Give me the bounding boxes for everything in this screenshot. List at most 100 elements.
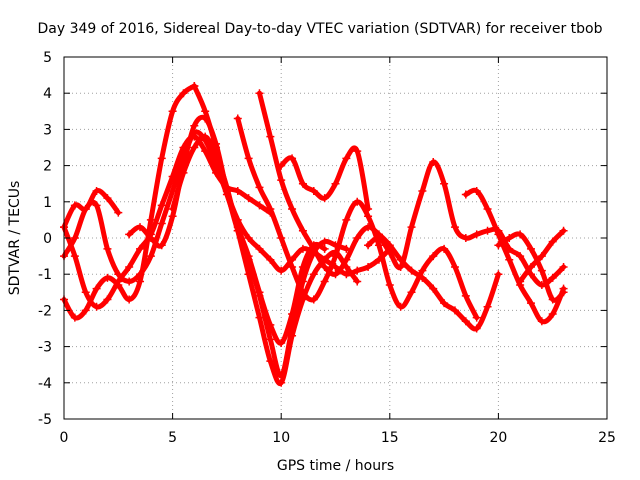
series-11: [364, 157, 568, 290]
data-point: [81, 205, 90, 214]
data-point: [255, 89, 264, 98]
data-layer: [60, 81, 568, 387]
data-point: [440, 299, 449, 308]
data-point: [353, 234, 362, 242]
data-point: [277, 378, 286, 387]
data-point: [331, 252, 340, 261]
data-point: [103, 244, 112, 253]
series-line: [463, 187, 567, 325]
data-point: [559, 288, 568, 297]
data-point: [461, 317, 470, 326]
data-point: [309, 295, 318, 304]
data-point: [472, 230, 481, 239]
data-point: [505, 234, 514, 242]
data-point: [396, 262, 405, 271]
data-point: [483, 205, 492, 214]
data-point: [114, 270, 123, 279]
data-point: [266, 357, 275, 366]
data-point: [418, 186, 427, 195]
data-point: [342, 270, 351, 279]
data-point: [233, 226, 242, 235]
data-point: [92, 284, 101, 293]
data-point: [288, 262, 297, 271]
series-1: [60, 186, 123, 232]
y-tick-label: -5: [38, 412, 52, 428]
y-axis-label: SDTVAR / TECUs: [7, 181, 23, 296]
data-point: [298, 288, 307, 297]
data-point: [233, 186, 242, 195]
data-point: [103, 273, 112, 282]
chart-title: Day 349 of 2016, Sidereal Day-to-day VTE…: [37, 21, 602, 37]
data-point: [277, 161, 286, 170]
data-point: [548, 237, 557, 246]
data-point: [266, 335, 275, 344]
data-point: [559, 262, 568, 271]
data-point: [450, 223, 459, 232]
data-point: [526, 299, 535, 308]
data-point: [190, 81, 199, 90]
data-point: [255, 313, 264, 322]
data-point: [136, 270, 145, 279]
data-point: [309, 244, 318, 253]
series-3: [60, 132, 275, 311]
series-7: [190, 81, 394, 279]
data-point: [516, 277, 525, 286]
y-tick-label: 1: [43, 195, 52, 211]
data-point: [125, 277, 134, 286]
data-point: [418, 266, 427, 275]
data-point: [277, 234, 286, 242]
data-point: [298, 226, 307, 235]
data-point: [298, 179, 307, 188]
data-point: [255, 244, 264, 253]
x-tick-label: 15: [381, 430, 399, 446]
data-point: [125, 230, 134, 239]
data-point: [472, 313, 481, 322]
data-point: [288, 205, 297, 214]
data-point: [385, 281, 394, 290]
data-point: [266, 205, 275, 214]
data-point: [92, 201, 101, 210]
data-point: [548, 310, 557, 319]
data-point: [157, 241, 166, 250]
y-tick-label: -3: [38, 340, 52, 356]
x-tick-label: 25: [598, 430, 616, 446]
data-point: [125, 262, 134, 271]
data-point: [353, 147, 362, 156]
data-point: [440, 244, 449, 253]
data-point: [342, 215, 351, 224]
series-12: [461, 186, 568, 326]
y-tick-label: 2: [43, 159, 52, 175]
data-point: [364, 212, 373, 221]
data-point: [396, 302, 405, 311]
y-tick-label: 0: [43, 231, 52, 247]
data-point: [548, 273, 557, 282]
data-point: [92, 302, 101, 311]
data-point: [407, 288, 416, 297]
data-point: [244, 270, 253, 279]
data-point: [146, 234, 155, 242]
data-point: [70, 252, 79, 261]
data-point: [157, 201, 166, 210]
data-point: [440, 179, 449, 188]
data-point: [233, 114, 242, 123]
data-point: [179, 168, 188, 177]
series-line: [61, 188, 121, 230]
data-point: [374, 234, 383, 242]
data-point: [364, 262, 373, 271]
data-point: [81, 306, 90, 315]
data-point: [288, 154, 297, 163]
data-point: [266, 132, 275, 141]
axis-ticks: -5 -4 -3 -2 -1 0 1 2 3 4 5 0 5 10 15 20 25: [38, 50, 616, 446]
data-point: [364, 241, 373, 250]
data-point: [103, 295, 112, 304]
data-point: [429, 252, 438, 261]
data-point: [429, 157, 438, 166]
data-point: [288, 331, 297, 340]
data-point: [342, 255, 351, 264]
data-point: [418, 273, 427, 282]
data-point: [157, 219, 166, 228]
data-point: [92, 186, 101, 195]
data-point: [494, 270, 503, 279]
data-point: [298, 295, 307, 304]
